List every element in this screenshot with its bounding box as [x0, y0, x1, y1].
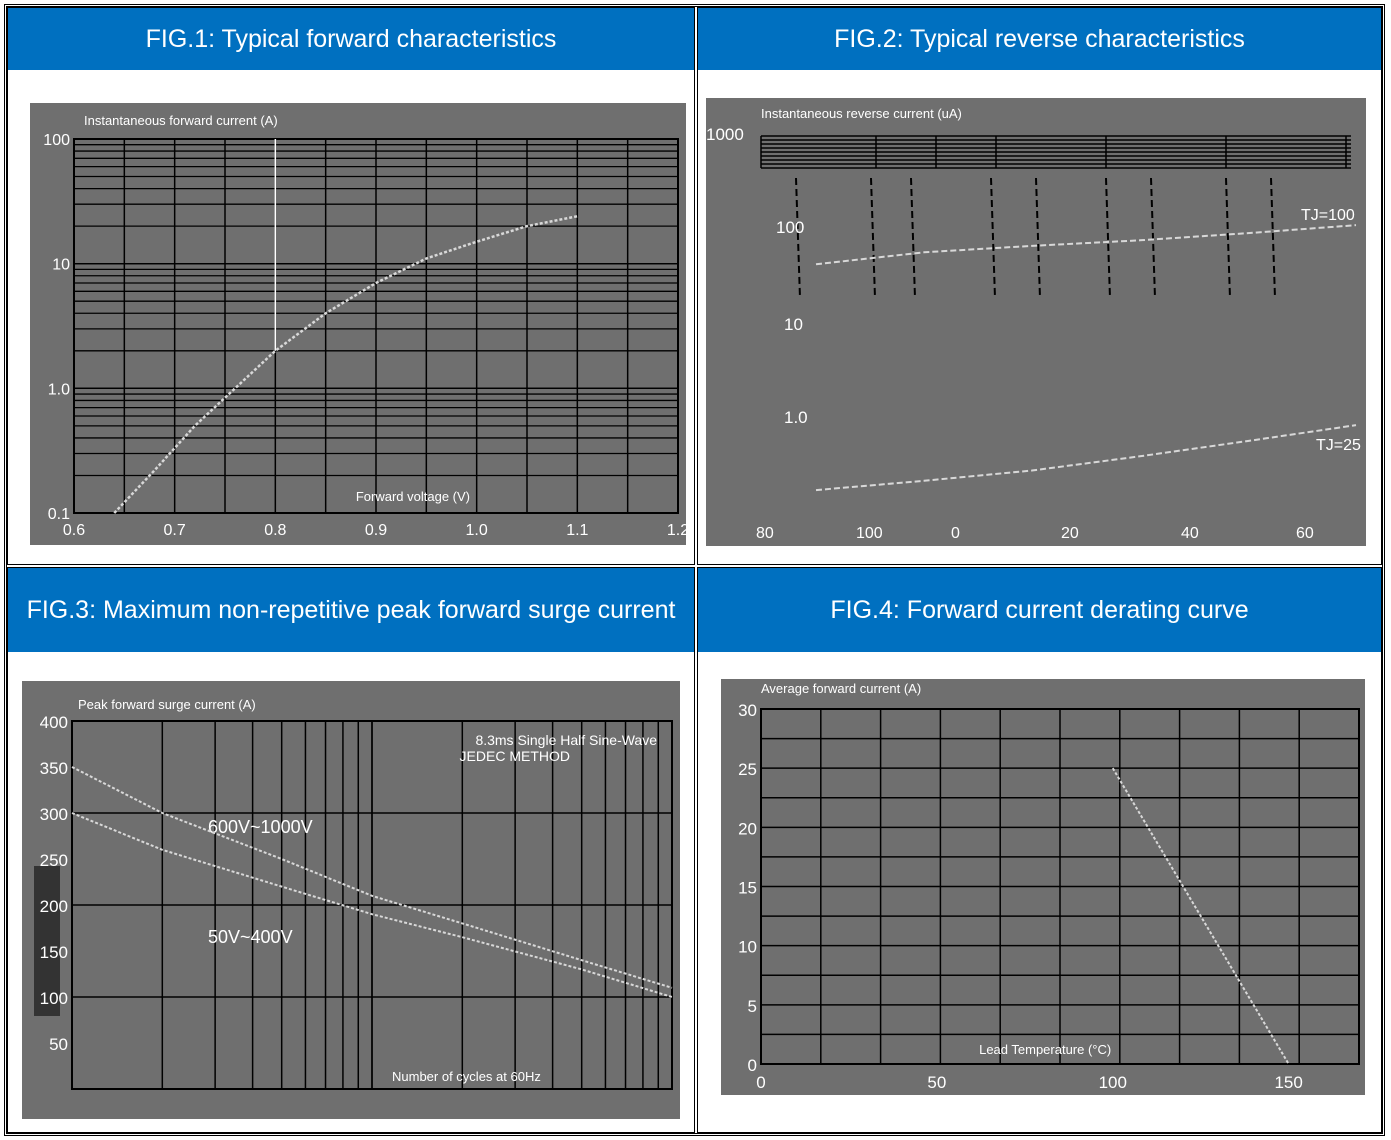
x-axis-label: Forward voltage (V) — [356, 489, 470, 504]
x-tick-label: 1.0 — [466, 522, 488, 539]
grid-line-vertical — [1270, 177, 1276, 299]
figure-2-header: FIG.2: Typical reverse characteristics — [698, 8, 1381, 70]
figure-panel-2: FIG.2: Typical reverse characteristics 1… — [697, 7, 1382, 565]
y-tick-label: 0.1 — [48, 506, 70, 523]
derating-curve-chart: 0 50 100 150 0 5 10 15 20 25 30 Average forward cur… — [721, 679, 1365, 1095]
plot-background — [706, 98, 1366, 546]
y-tick-label: 100 — [776, 218, 804, 237]
y-tick-label: 10 — [52, 257, 70, 274]
left-block — [34, 866, 60, 1016]
y-tick-label: 10 — [784, 315, 803, 334]
y-tick-label: 1.0 — [784, 408, 808, 427]
forward-curve — [113, 215, 578, 514]
y-tick-label: 10 — [738, 938, 757, 957]
y-tick-label: 250 — [40, 851, 68, 870]
y-tick-label: 1.0 — [48, 381, 70, 398]
y-tick-label: 150 — [40, 943, 68, 962]
plot-background — [30, 103, 686, 545]
y-axis-label: Average forward current (A) — [761, 681, 921, 696]
y-axis-label: Instantaneous forward current (A) — [84, 113, 278, 128]
figure-4-header: FIG.4: Forward current derating curve — [698, 568, 1381, 652]
plot-border — [73, 138, 679, 514]
series-label-low: 50V~400V — [208, 927, 293, 947]
x-tick-label: 0.8 — [264, 522, 286, 539]
figure-panel-1: FIG.1: Typical forward characteristics 0… — [7, 7, 695, 565]
y-tick-label: 1000 — [706, 125, 744, 144]
y-tick-label: 20 — [738, 819, 757, 838]
x-tick-label: 1.2 — [667, 522, 686, 539]
y-tick-label: 25 — [738, 760, 757, 779]
grid-line-vertical — [795, 177, 801, 299]
reverse-curve-tj100 — [815, 224, 1357, 266]
surge-curve-low — [71, 812, 673, 998]
y-tick-label: 100 — [43, 132, 70, 149]
series-label-tj25: TJ=25 — [1316, 437, 1361, 454]
y-tick-label: 350 — [40, 759, 68, 778]
y-axis-label: Instantaneous reverse current (uA) — [761, 106, 962, 121]
x-tick-label: 0.6 — [63, 522, 85, 539]
x-axis-label: Number of cycles at 60Hz — [392, 1069, 541, 1084]
x-tick-label: 40 — [1181, 525, 1199, 542]
y-tick-label: 200 — [40, 897, 68, 916]
x-tick-label: 150 — [1274, 1073, 1302, 1092]
x-tick-label: 50 — [927, 1073, 946, 1092]
x-tick-label: 100 — [1099, 1073, 1127, 1092]
figure-table: FIG.1: Typical forward characteristics 0… — [4, 4, 1385, 1136]
x-axis-label: Lead Temperature (°C) — [979, 1042, 1111, 1057]
plot-background — [22, 681, 680, 1119]
surge-current-chart: 400 350 300 250 200 150 100 50 Peak forward surg… — [22, 681, 680, 1119]
grid-line-vertical — [870, 177, 876, 299]
plot-border — [760, 708, 1360, 1065]
series-label-high: 600V~1000V — [208, 817, 313, 837]
grid-line-vertical — [1150, 177, 1156, 299]
y-tick-label: 5 — [748, 997, 757, 1016]
y-tick-label: 400 — [40, 713, 68, 732]
grid-line-vertical — [910, 177, 916, 299]
reverse-curve-tj25 — [815, 424, 1357, 492]
y-tick-label: 15 — [738, 879, 757, 898]
figure-panel-4: FIG.4: Forward current derating curve 0 5… — [697, 567, 1382, 1133]
x-tick-label: 60 — [1296, 525, 1314, 542]
note-line-2: JEDEC METHOD — [460, 748, 570, 764]
grid-line-vertical — [1225, 177, 1231, 299]
forward-characteristics-chart: 0.6 0.7 0.8 0.9 1.0 1.1 1.2 0.1 1.0 10 100 Instanta… — [30, 103, 686, 545]
y-tick-label: 300 — [40, 805, 68, 824]
x-tick-label: 1.1 — [566, 522, 588, 539]
derating-curve — [1111, 767, 1290, 1065]
x-tick-label: 100 — [856, 525, 883, 542]
x-tick-label: 0 — [951, 525, 960, 542]
grid-line-vertical — [990, 177, 996, 299]
y-tick-label: 50 — [49, 1035, 68, 1054]
grid-line-vertical — [1035, 177, 1041, 299]
figure-1-header: FIG.1: Typical forward characteristics — [8, 8, 694, 70]
y-axis-label: Peak forward surge current (A) — [78, 697, 256, 712]
x-tick-label: 80 — [756, 525, 774, 542]
series-label-tj100: TJ=100 — [1301, 207, 1355, 224]
plot-border — [71, 720, 673, 1090]
x-tick-label: 20 — [1061, 525, 1079, 542]
surge-curve-high — [71, 766, 673, 989]
note-line-1: 8.3ms Single Half Sine-Wave — [475, 732, 657, 748]
y-tick-label: 0 — [748, 1056, 757, 1075]
figure-panel-3: FIG.3: Maximum non-repetitive peak forwa… — [7, 567, 695, 1133]
x-tick-label: 0.7 — [164, 522, 186, 539]
y-tick-label: 30 — [738, 701, 757, 720]
grid-line-vertical — [1105, 177, 1111, 299]
figure-3-header: FIG.3: Maximum non-repetitive peak forwa… — [8, 568, 694, 652]
x-tick-label: 0.9 — [365, 522, 387, 539]
x-tick-label: 0 — [756, 1073, 765, 1092]
y-tick-label: 100 — [40, 989, 68, 1008]
